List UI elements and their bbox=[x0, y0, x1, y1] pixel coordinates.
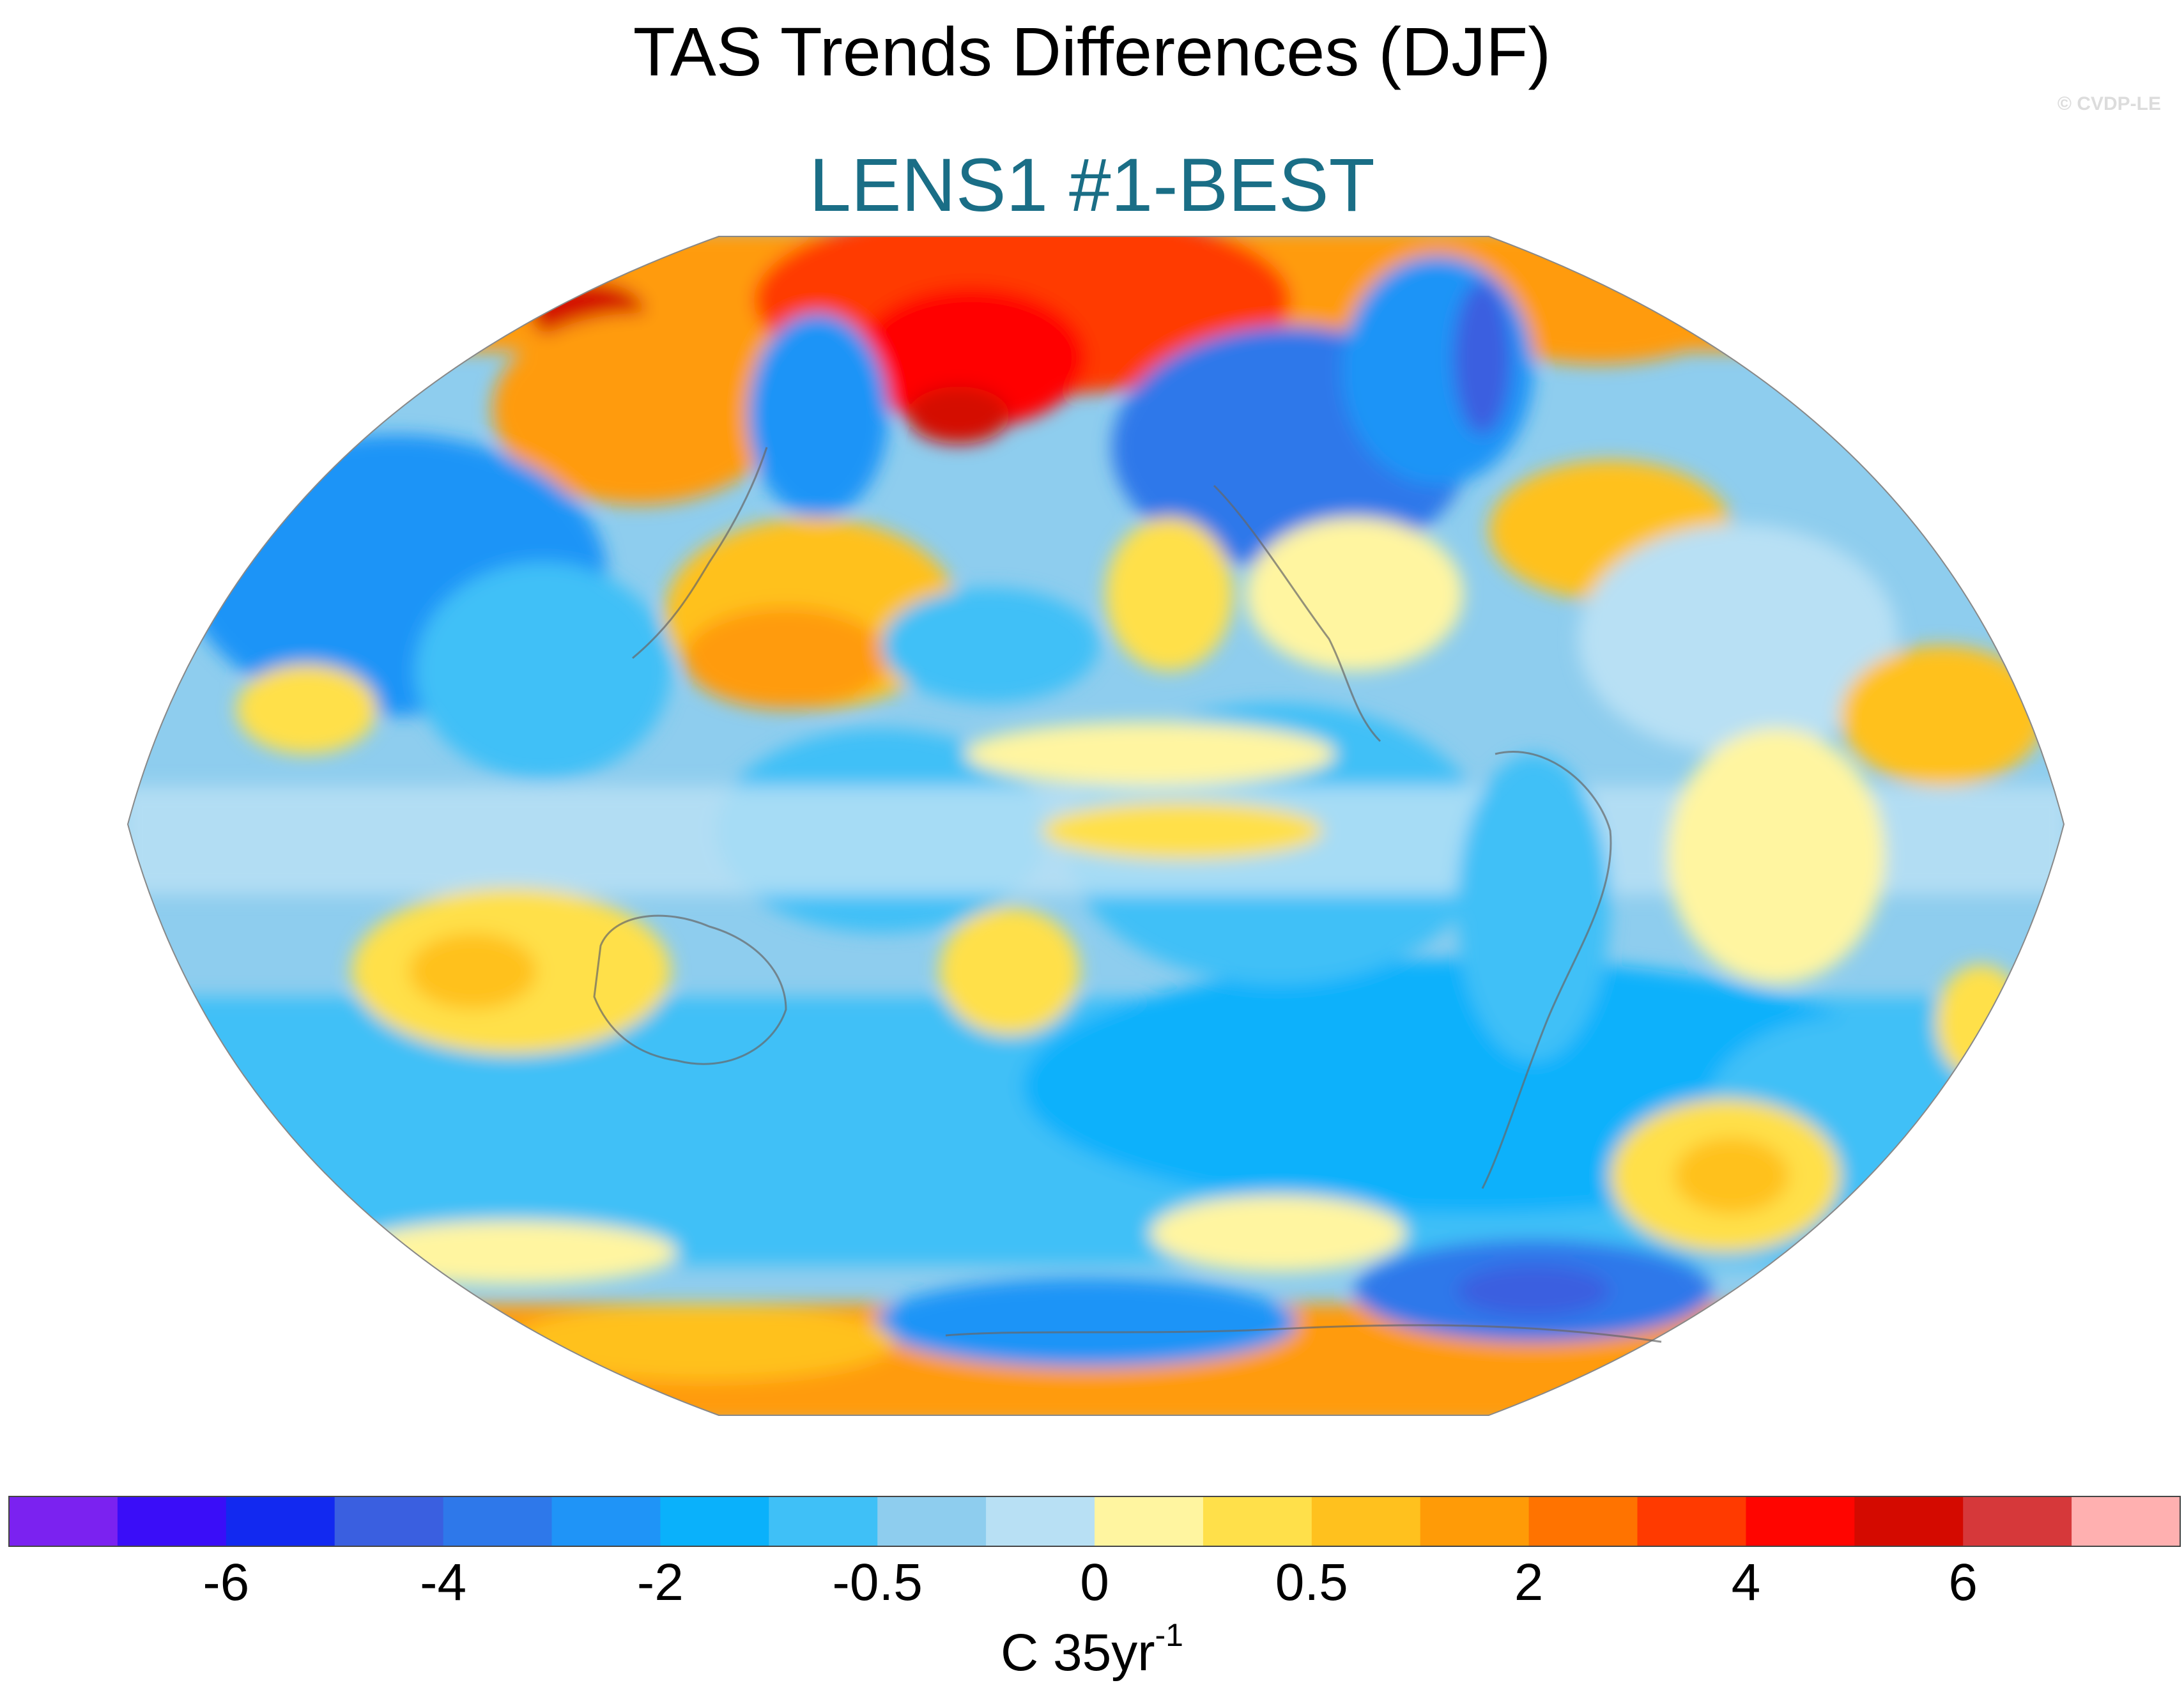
map-outline bbox=[127, 236, 2065, 1416]
colorbar-swatch bbox=[1095, 1496, 1204, 1546]
colorbar-tick-label: 4 bbox=[1731, 1553, 1761, 1611]
units-exponent: -1 bbox=[1155, 1617, 1183, 1653]
colorbar-swatch bbox=[9, 1496, 118, 1546]
colorbar-swatch bbox=[660, 1496, 769, 1546]
credit-watermark: © CVDP-LE bbox=[2057, 93, 2161, 114]
colorbar-swatch bbox=[1420, 1496, 1530, 1546]
colorbar-swatch bbox=[1963, 1496, 2072, 1546]
colorbar-tick-label: -2 bbox=[636, 1553, 684, 1611]
colorbar-tick-label: 0 bbox=[1080, 1553, 1109, 1611]
colorbar-tick-label: 2 bbox=[1514, 1553, 1544, 1611]
colorbar-swatch bbox=[1203, 1496, 1312, 1546]
colorbar-swatch bbox=[551, 1496, 661, 1546]
colorbar-tick-label: 0.5 bbox=[1275, 1553, 1348, 1611]
chart-title: TAS Trends Differences (DJF) bbox=[633, 13, 1551, 90]
colorbar-swatch bbox=[1528, 1496, 1638, 1546]
units-base: C 35yr bbox=[1001, 1624, 1155, 1682]
colorbar-swatch bbox=[443, 1496, 552, 1546]
colorbar-tick-label: -6 bbox=[203, 1553, 250, 1611]
colorbar-tick-label: -0.5 bbox=[832, 1553, 923, 1611]
colorbar-swatch bbox=[334, 1496, 444, 1546]
colorbar-swatch bbox=[769, 1496, 878, 1546]
chart-subtitle: LENS1 #1-BEST bbox=[809, 143, 1375, 227]
colorbar-tick-labels: -6 -4 -2 -0.5 0 0.5 2 4 6 bbox=[0, 1553, 2184, 1629]
map-field bbox=[128, 236, 2064, 1415]
colorbar-border bbox=[8, 1496, 2181, 1547]
colorbar-swatch bbox=[1854, 1496, 1964, 1546]
colorbar-swatch bbox=[1311, 1496, 1421, 1546]
coastlines bbox=[593, 447, 1662, 1343]
colorbar-swatch bbox=[877, 1496, 987, 1546]
colorbar-swatch bbox=[1637, 1496, 1746, 1546]
colorbar-swatch bbox=[986, 1496, 1095, 1546]
colorbar-tick-label: 6 bbox=[1948, 1553, 1978, 1611]
colorbar-swatch bbox=[1746, 1496, 1855, 1546]
colorbar-swatch bbox=[226, 1496, 335, 1546]
colorbar bbox=[8, 1496, 2181, 1547]
colorbar-swatch bbox=[117, 1496, 227, 1546]
colorbar-swatch bbox=[2072, 1496, 2181, 1546]
colorbar-tick-label: -4 bbox=[420, 1553, 467, 1611]
colorbar-units-label: C 35yr-1 bbox=[0, 1617, 2184, 1683]
